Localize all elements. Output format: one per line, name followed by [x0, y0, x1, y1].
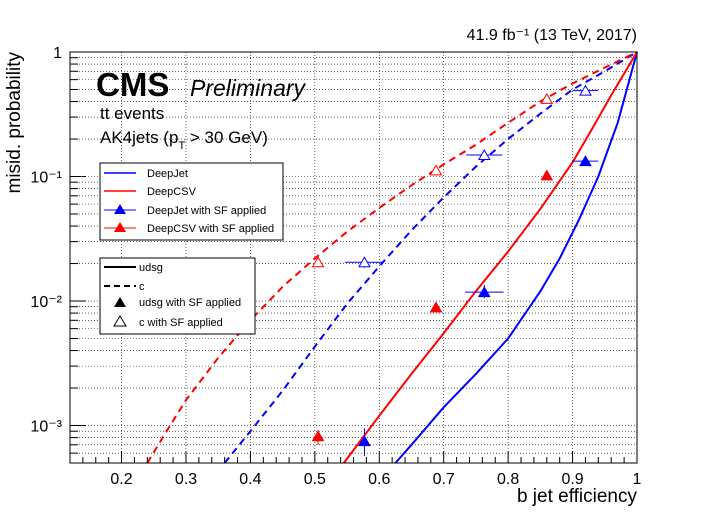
sf-point-deepjet-udsg-1-marker	[477, 286, 491, 298]
curve-deepjet-udsg	[394, 51, 638, 464]
experiment-label: CMS	[96, 66, 169, 103]
process-label: tt events	[100, 104, 164, 123]
legend-deepjet-label: DeepJet	[147, 168, 188, 180]
curve-deepjet-c	[223, 51, 638, 464]
selection-label-subscript: T	[178, 140, 185, 152]
sf-point-deepjet-c-2-marker	[579, 84, 592, 96]
selection-label: AK4jets (pT > 30 GeV)	[100, 128, 268, 152]
legend-deepcsv-sf-marker	[114, 222, 126, 232]
legend-c-label: c	[139, 281, 145, 293]
x-tick-label-6: 0.8	[497, 471, 519, 488]
y-tick-label-2: 10⁻¹	[30, 170, 62, 187]
legend-taggers: DeepJet DeepCSV DeepJet with SF applied …	[99, 162, 284, 241]
x-tick-label-5: 0.7	[433, 471, 455, 488]
x-tick-label-1: 0.3	[175, 471, 197, 488]
x-tick-label-7: 0.9	[561, 471, 583, 488]
legend-taggers-box	[99, 162, 284, 241]
legend-styles: udsg c udsg with SF applied c with SF ap…	[99, 257, 256, 335]
x-tick-label-0: 0.2	[110, 471, 132, 488]
y-tick-label-3: 1	[53, 45, 62, 62]
sf-points	[311, 84, 599, 456]
x-tick-label-3: 0.5	[304, 471, 326, 488]
selection-label-main: AK4jets (p	[100, 128, 178, 147]
y-tick-label-1: 10⁻²	[30, 294, 62, 311]
sf-point-deepjet-udsg-2-marker	[579, 155, 592, 167]
curve-deepcsv-c	[146, 51, 638, 464]
y-axis-title: misid. probability	[4, 52, 25, 194]
x-tick-label-4: 0.6	[368, 471, 390, 488]
x-tick-label-8: 1	[633, 471, 642, 488]
sf-point-deepjet-c-1-marker	[477, 148, 491, 160]
sf-point-deepcsv-udsg-2-marker	[540, 169, 554, 181]
sf-point-deepcsv-udsg-0-marker	[311, 430, 325, 442]
legend-c-sf-marker	[113, 315, 127, 327]
axis-ticks: 0.2 0.3 0.4 0.5 0.6 0.7 0.8 0.9 1 10⁻³ 10⁻² 10⁻¹ 1	[30, 45, 641, 488]
legend-udsg-label: udsg	[139, 262, 163, 274]
curve-deepcsv-udsg	[343, 51, 638, 464]
sf-point-deepcsv-c-1-marker	[429, 164, 443, 176]
x-tick-label-2: 0.4	[239, 471, 261, 488]
legend-udsg-sf-label: udsg with SF applied	[139, 297, 241, 309]
lumi-label: 41.9 fb⁻¹ (13 TeV, 2017)	[467, 27, 637, 44]
legend-deepcsv-label: DeepCSV	[147, 186, 197, 198]
y-tick-label-0: 10⁻³	[30, 419, 62, 436]
legend-styles-box	[99, 257, 256, 335]
sf-point-deepcsv-c-0-marker	[311, 256, 325, 268]
legend-c-sf-label: c with SF applied	[139, 317, 223, 329]
legend-deepjet-sf-marker	[114, 204, 126, 214]
curves	[146, 51, 638, 464]
sf-point-deepjet-udsg-0-marker	[358, 435, 371, 447]
legend-deepcsv-sf-label: DeepCSV with SF applied	[147, 223, 274, 235]
legend-deepjet-sf-label: DeepJet with SF applied	[147, 205, 266, 217]
selection-label-cut: > 30 GeV)	[185, 128, 268, 147]
sf-point-deepcsv-udsg-1-marker	[429, 301, 443, 313]
x-axis-title: b jet efficiency	[517, 486, 638, 507]
legend-udsg-sf-marker	[114, 297, 126, 307]
sf-point-deepcsv-c-2-marker	[540, 92, 554, 104]
status-label: Preliminary	[190, 75, 307, 101]
sf-point-deepjet-c-0-marker	[358, 256, 371, 268]
grid	[70, 52, 637, 464]
